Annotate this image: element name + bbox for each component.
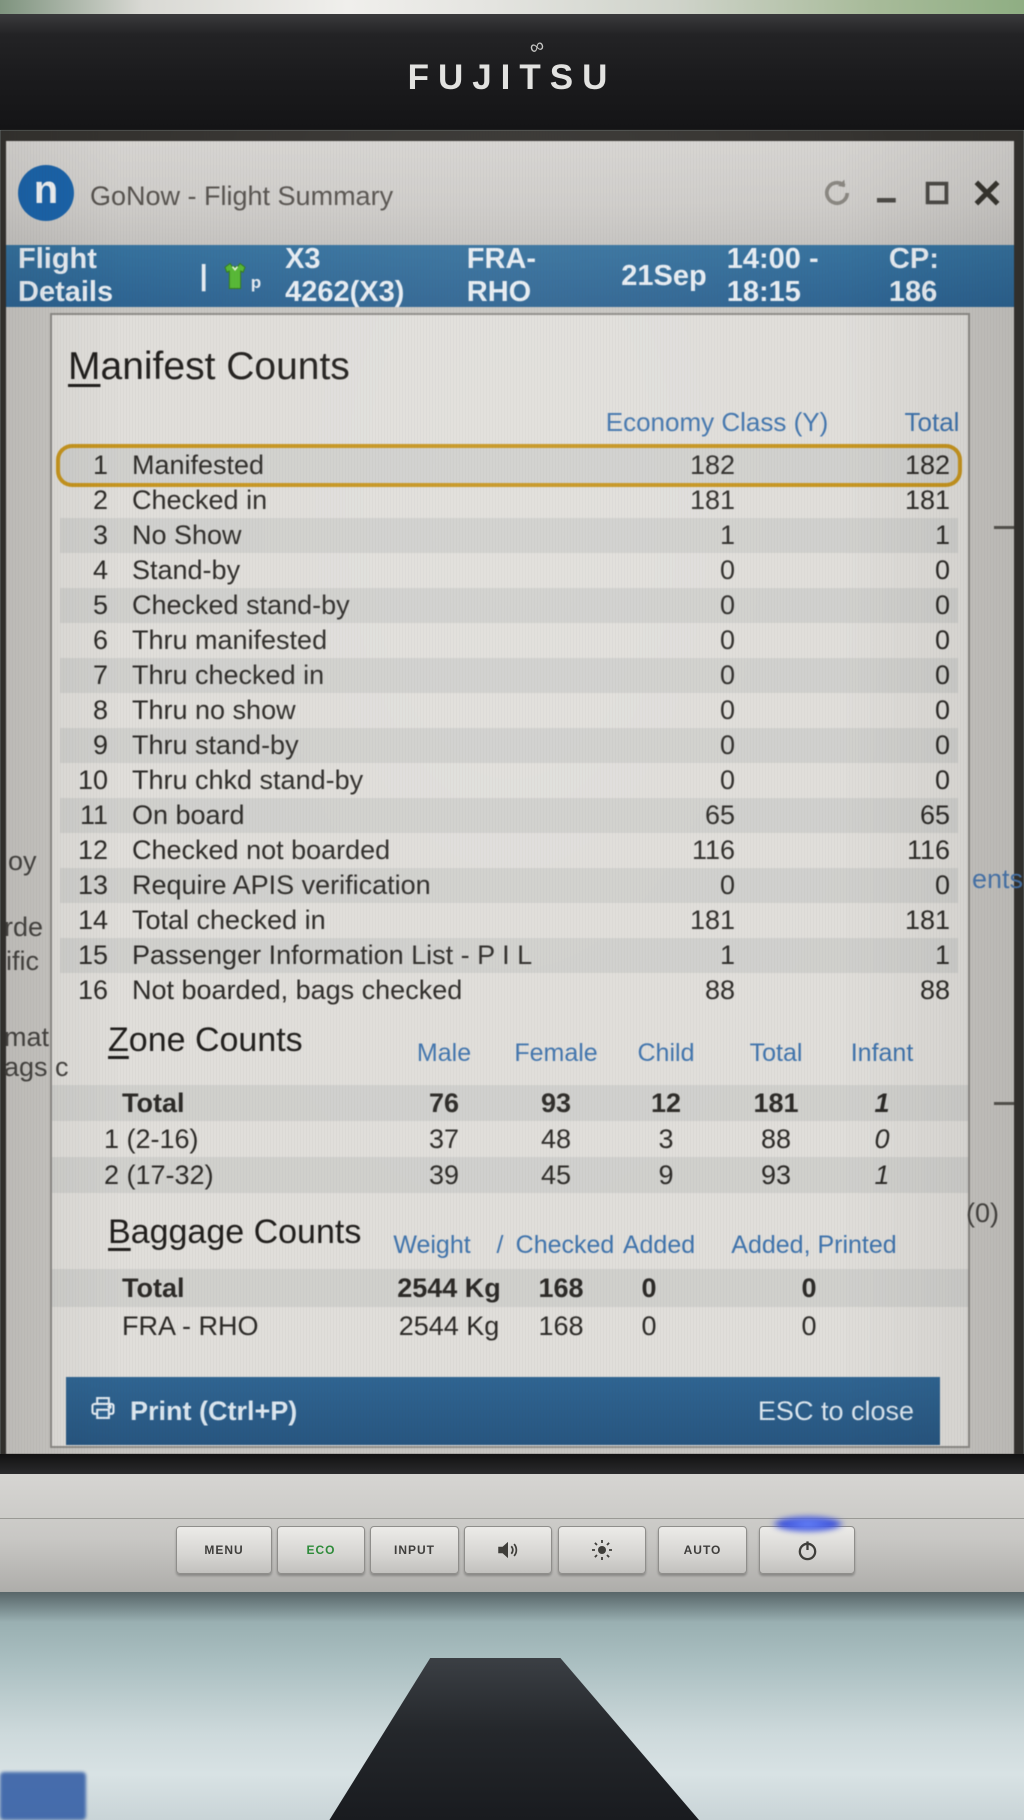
flight-bar-separator: |	[199, 259, 208, 292]
maximize-icon[interactable]	[920, 176, 954, 210]
flight-summary-panel: Manifest Counts Economy Class (Y) Total …	[50, 313, 970, 1448]
printer-icon	[88, 1394, 118, 1429]
window-controls	[820, 141, 1004, 245]
window-title: GoNow - Flight Summary	[90, 181, 394, 211]
header-slash: /	[496, 1231, 504, 1259]
monitor-brand-logo: FUJITSU	[407, 58, 617, 97]
zone-row: Total 76 93 12 181 1	[52, 1085, 968, 1121]
window-reflection-strip	[0, 0, 1024, 14]
monitor-button-auto[interactable]: AUTO	[658, 1526, 747, 1574]
flight-number: X3 4262(X3)	[285, 243, 405, 308]
economy-class-column-header: Economy Class (Y)	[605, 407, 829, 437]
manifest-row: 5 Checked stand-by 0 0	[60, 588, 958, 623]
monitor-button-input[interactable]: INPUT	[370, 1526, 459, 1574]
monitor-button-eco[interactable]: ECO	[277, 1526, 365, 1574]
esc-to-close-hint: ESC to close	[757, 1395, 914, 1426]
baggage-rows: Total 2544 Kg 168 0 0 FRA - RHO 2544 Kg 168 0 0	[52, 1269, 968, 1345]
background-text-fragment: rde	[4, 912, 44, 942]
zone-column-header: Female	[514, 1039, 598, 1067]
jacket-icon	[222, 261, 248, 291]
background-text-fragment: mat	[4, 1022, 50, 1052]
flight-date: 21Sep	[621, 259, 707, 292]
manifest-rows: 1 Manifested 182 182 2 Checked in 181 181 3 No Sh…	[60, 448, 958, 1008]
print-button-label: Print (Ctrl+P)	[130, 1395, 298, 1426]
manifest-counts-title: Manifest Counts	[68, 345, 350, 388]
background-blue-object	[0, 1772, 86, 1820]
weight-column-header: Weight	[393, 1231, 471, 1259]
baggage-row: FRA - RHO 2544 Kg 168 0 0	[122, 1311, 817, 1341]
manifest-row: 8 Thru no show 0 0	[92, 695, 950, 725]
desk-background	[0, 1592, 1024, 1820]
zone-counts-title: Zone Counts	[108, 1021, 303, 1059]
zone-column-header: Child	[637, 1039, 695, 1067]
zone-row: 2 (17-32) 39 45 9 93 1	[52, 1157, 968, 1193]
baggage-row: Total 2544 Kg 168 0 0	[52, 1269, 968, 1307]
window-titlebar: n GoNow - Flight Summary	[6, 141, 1014, 246]
monitor-shadow	[0, 1592, 1024, 1622]
minimize-icon[interactable]	[870, 176, 904, 210]
checked-column-header: Checked	[515, 1231, 615, 1259]
zone-column-header: Total	[749, 1039, 803, 1067]
manifest-row: 10 Thru chkd stand-by 0 0	[77, 765, 950, 795]
monitor-bezel: FUJITSU ∞	[0, 14, 1024, 130]
background-text-fragment: ents	[972, 864, 1024, 894]
monitor-chin: MENU ECO INPUT AUTO	[0, 1474, 1024, 1592]
manifest-row: 4 Stand-by 0 0	[92, 555, 950, 585]
manifest-row: 2 Checked in 181 181	[92, 485, 950, 515]
monitor-bezel-bottom	[0, 1454, 1024, 1474]
monitor-button-menu[interactable]: MENU	[176, 1526, 272, 1574]
flight-details-label: Flight Details	[18, 243, 114, 308]
background-text-fragment: ags c	[4, 1052, 69, 1082]
baggage-counts-title: Baggage Counts	[108, 1213, 362, 1251]
zone-column-headers: Male Female Child Total Infant	[52, 1039, 968, 1069]
manifest-row: 6 Thru manifested 0 0	[92, 625, 950, 655]
background-text-fragment: oy	[8, 846, 37, 876]
total-column-header: Total	[904, 407, 960, 437]
zone-rows: Total 76 93 12 181 1 1 (2-16) 37 48 3 88 0 2 (17-32)…	[52, 1085, 968, 1193]
monitor-button-power-icon[interactable]	[759, 1526, 855, 1574]
manifest-column-headers: Economy Class (Y) Total	[60, 407, 960, 437]
added-column-header: Added	[622, 1231, 696, 1259]
panel-footer-bar: Print (Ctrl+P) ESC to close	[66, 1377, 940, 1445]
manifest-row: 12 Checked not boarded 116 116	[77, 835, 950, 865]
zone-column-header: Infant	[850, 1039, 914, 1067]
zone-row: 1 (2-16) 37 48 3 88 0	[104, 1124, 890, 1154]
baggage-column-headers: Weight / Checked Added Added, Printed	[52, 1231, 968, 1261]
monitor-button-volume-icon[interactable]	[464, 1526, 552, 1574]
monitor-button-brightness-icon[interactable]	[558, 1526, 646, 1574]
manifest-row: 11 On board 65 65	[60, 798, 958, 833]
flight-cp-count: CP: 186	[888, 243, 939, 308]
manifest-row: 3 No Show 1 1	[60, 518, 958, 553]
gonow-app-logo: n	[18, 165, 74, 221]
background-line-fragment	[994, 526, 1014, 529]
pax-icon-subscript: p	[250, 273, 262, 292]
flight-times: 14:00 - 18:15	[726, 243, 819, 308]
monitor-screen: n GoNow - Flight Summary Flight Details …	[0, 130, 1024, 1604]
refresh-icon[interactable]	[820, 176, 854, 210]
manifest-row: 13 Require APIS verification 0 0	[60, 868, 958, 903]
flight-route: FRA-RHO	[466, 243, 537, 308]
manifest-row: 1 Manifested 182 182	[60, 448, 958, 483]
background-text-fragment: (0)	[966, 1198, 999, 1228]
manifest-row: 7 Thru checked in 0 0	[60, 658, 958, 693]
manifest-row: 16 Not boarded, bags checked 88 88	[77, 975, 950, 1005]
power-led	[772, 1516, 844, 1532]
manifest-row: 14 Total checked in 181 181	[77, 905, 950, 935]
fujitsu-infinity-symbol: ∞	[526, 34, 548, 60]
print-button[interactable]: Print (Ctrl+P)	[88, 1394, 297, 1429]
flight-details-bar: Flight Details | p X3 4262(X3) FRA-RHO 2…	[6, 243, 1014, 308]
close-icon[interactable]	[970, 176, 1004, 210]
zone-column-header: Male	[416, 1039, 472, 1067]
background-page: Manifest Counts Economy Class (Y) Total …	[4, 307, 1023, 1604]
monitor-stand	[329, 1658, 699, 1820]
manifest-row: 9 Thru stand-by 0 0	[60, 728, 958, 763]
background-text-fragment: ific	[6, 946, 39, 976]
added-printed-column-header: Added, Printed	[731, 1231, 897, 1259]
background-line-fragment	[994, 1102, 1014, 1105]
